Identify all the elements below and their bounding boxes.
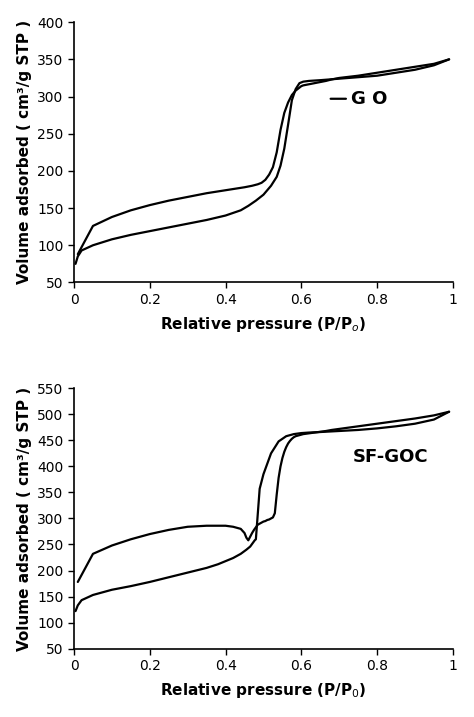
- Y-axis label: Volume adsorbed ( cm³/g STP ): Volume adsorbed ( cm³/g STP ): [17, 20, 32, 285]
- Y-axis label: Volume adsorbed ( cm³/g STP ): Volume adsorbed ( cm³/g STP ): [17, 386, 32, 650]
- X-axis label: Relative pressure (P/P$_o$): Relative pressure (P/P$_o$): [160, 315, 366, 334]
- X-axis label: Relative pressure (P/P$_0$): Relative pressure (P/P$_0$): [160, 681, 367, 701]
- Text: SF-GOC: SF-GOC: [353, 448, 428, 466]
- Text: G O: G O: [351, 90, 387, 108]
